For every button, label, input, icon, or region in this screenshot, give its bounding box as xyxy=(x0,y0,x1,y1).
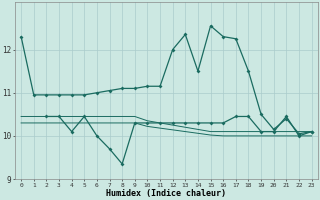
X-axis label: Humidex (Indice chaleur): Humidex (Indice chaleur) xyxy=(106,189,226,198)
